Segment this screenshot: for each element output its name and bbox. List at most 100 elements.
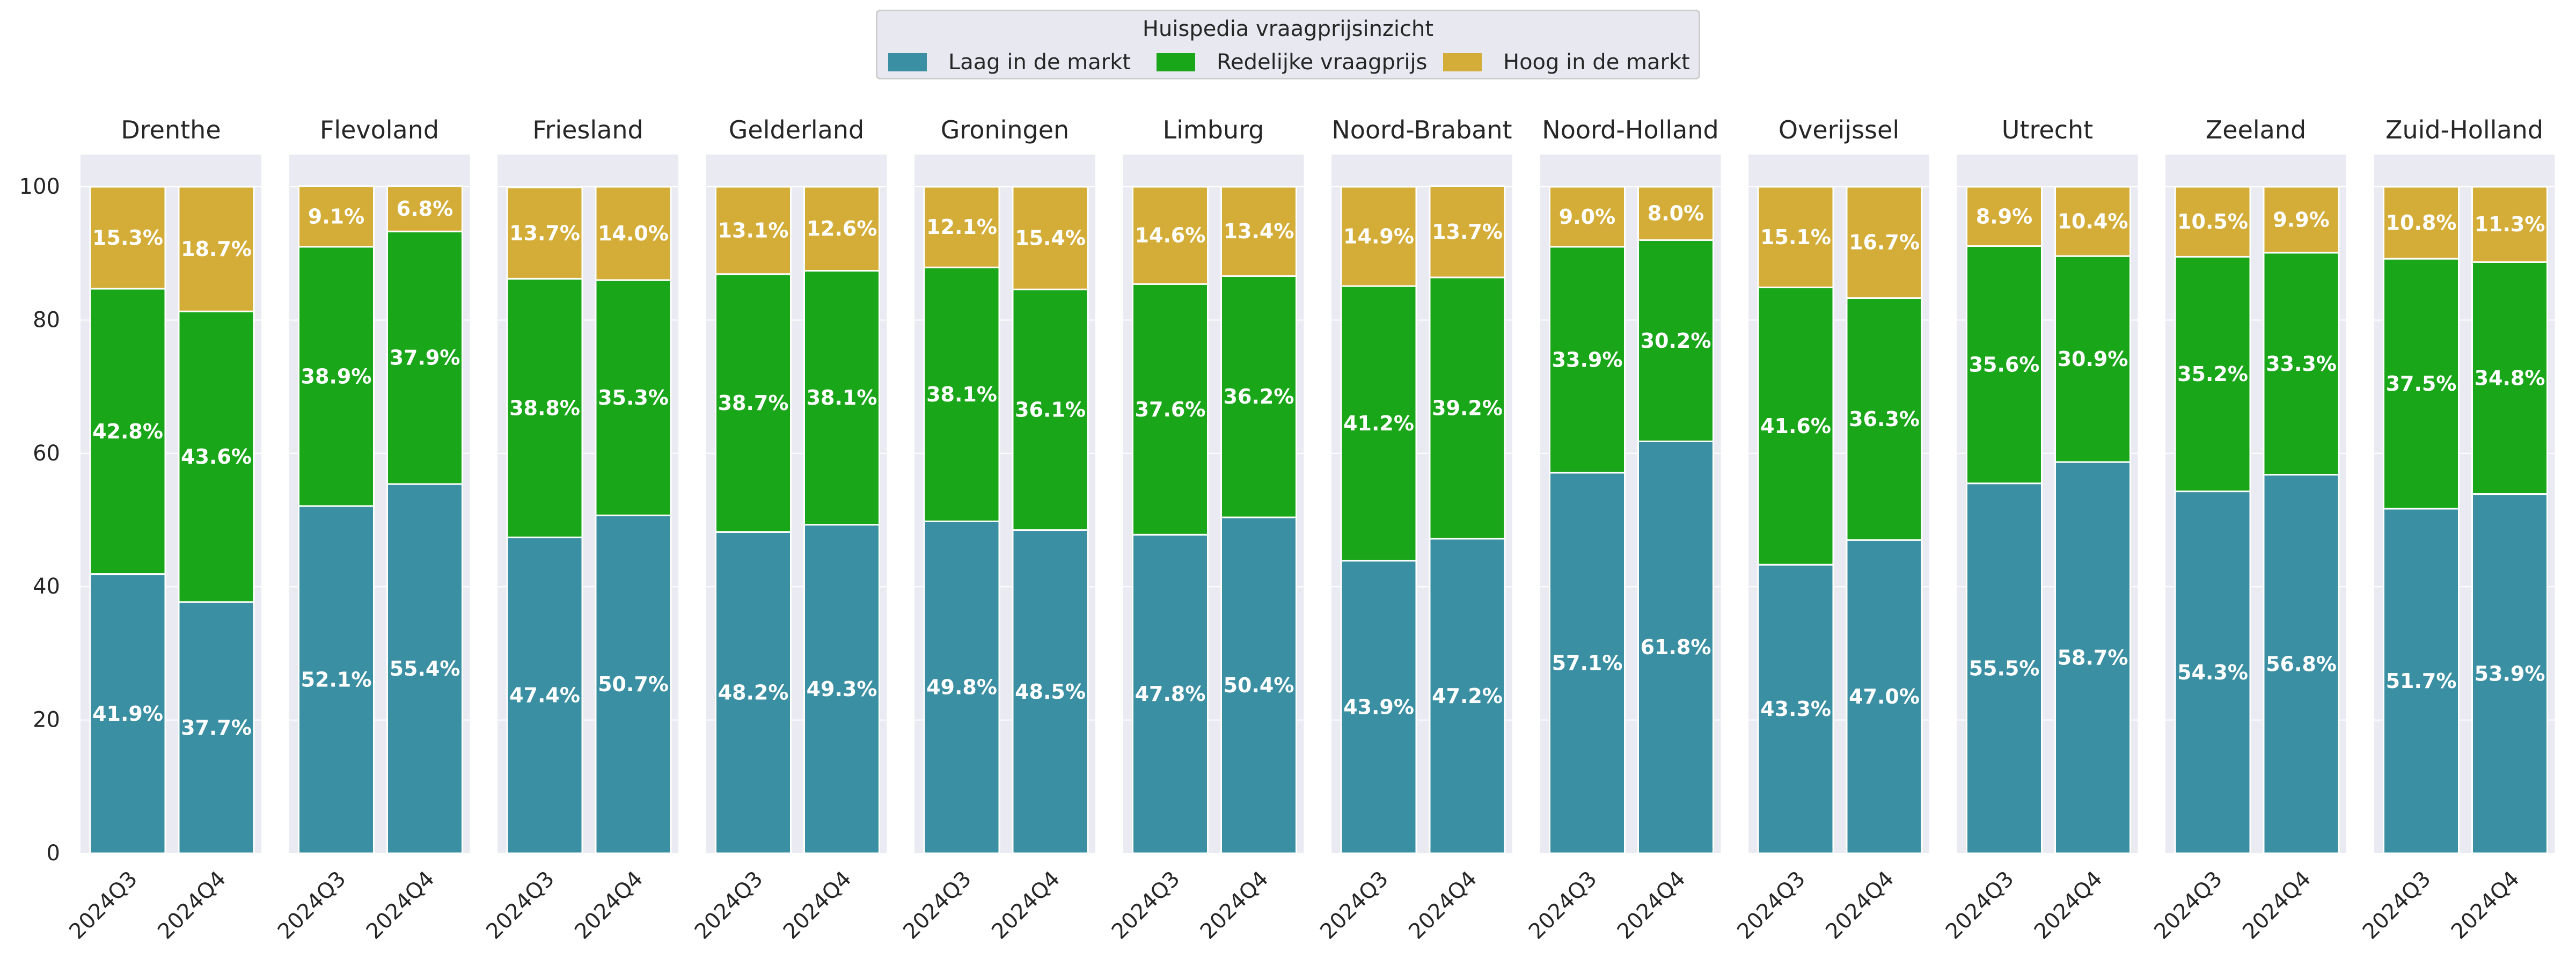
bar-segment	[2263, 252, 2340, 476]
bar-segment	[1846, 297, 1923, 541]
data-label: 54.3%	[2177, 661, 2248, 684]
legend-item-laag: Laag in de markt	[888, 49, 1131, 76]
panel-title-utrecht: Utrecht	[2002, 115, 2093, 144]
data-label: 38.7%	[718, 391, 789, 415]
data-label: 41.2%	[1343, 412, 1414, 435]
bar-segment	[386, 483, 463, 854]
bar-segment	[1429, 538, 1506, 854]
panel-title-groningen: Groningen	[941, 115, 1069, 144]
data-label: 42.8%	[92, 420, 163, 443]
data-label: 8.9%	[1976, 204, 2032, 228]
bar-segment	[715, 273, 792, 533]
data-label: 47.0%	[1849, 685, 1920, 708]
bar-segment	[1757, 287, 1834, 566]
bar-segment	[1966, 186, 2043, 247]
data-label: 11.3%	[2475, 213, 2545, 236]
data-label: 52.1%	[301, 668, 372, 691]
y-tick-label: 60	[33, 441, 60, 466]
bar-segment	[386, 185, 463, 232]
data-label: 37.6%	[1135, 398, 1206, 421]
bar-segment	[2383, 186, 2460, 260]
legend-label-laag: Laag in de markt	[948, 50, 1131, 75]
bar-segment	[1012, 186, 1089, 290]
data-label: 16.7%	[1849, 231, 1920, 254]
x-tick-label: 2024Q4	[570, 867, 648, 945]
panel-title-zuid-holland: Zuid-Holland	[2385, 115, 2543, 144]
bar-segment	[923, 520, 1000, 854]
data-label: 15.1%	[1760, 225, 1831, 249]
data-label: 36.3%	[1849, 407, 1920, 431]
data-label: 48.2%	[718, 681, 789, 705]
bar-segment	[2054, 255, 2131, 463]
y-tick-label: 40	[33, 574, 60, 599]
data-label: 13.1%	[718, 218, 789, 242]
bar-segment	[298, 185, 375, 248]
y-tick-label: 0	[47, 841, 60, 866]
legend-item-hoog: Hoog in de markt	[1443, 49, 1690, 76]
bar-segment	[1757, 186, 1834, 289]
data-label: 9.0%	[1559, 205, 1615, 229]
legend: Huispedia vraagprijsinzicht Laag in de m…	[876, 10, 1700, 79]
panel-title-zeeland: Zeeland	[2206, 115, 2306, 144]
bar-segment	[178, 601, 255, 854]
bar-segment	[1966, 245, 2043, 485]
data-label: 47.8%	[1135, 682, 1206, 706]
legend-swatch-laag	[888, 53, 927, 71]
panel-title-friesland: Friesland	[532, 115, 643, 144]
bar-segment	[803, 186, 880, 272]
data-label: 30.9%	[2058, 347, 2128, 371]
bar-segment	[2054, 186, 2131, 257]
data-label: 30.2%	[1641, 329, 1711, 353]
data-label: 53.9%	[2475, 662, 2545, 685]
data-label: 10.4%	[2058, 210, 2128, 233]
data-label: 36.2%	[1224, 385, 1294, 408]
bar-segment	[298, 246, 375, 507]
data-label: 13.7%	[1432, 220, 1503, 244]
bar-segment	[923, 266, 1000, 522]
data-label: 33.3%	[2266, 352, 2337, 376]
data-label: 56.8%	[2266, 652, 2337, 676]
bar-segment	[89, 186, 166, 290]
data-label: 12.6%	[807, 217, 877, 240]
bar-segment	[2471, 493, 2548, 854]
legend-label-hoog: Hoog in de markt	[1503, 50, 1690, 75]
data-label: 43.6%	[181, 445, 252, 469]
bar-segment	[1220, 516, 1297, 854]
bar-segment	[506, 186, 583, 280]
legend-swatch-hoog	[1443, 53, 1482, 71]
bar-segment	[1429, 276, 1506, 540]
bar-segment	[715, 531, 792, 854]
bar-segment	[1846, 539, 1923, 854]
bar-segment	[595, 186, 672, 281]
data-label: 48.5%	[1015, 680, 1086, 704]
data-label: 15.3%	[92, 226, 163, 250]
data-label: 14.9%	[1343, 225, 1414, 248]
panel-title-noord-brabant: Noord-Brabant	[1331, 115, 1512, 144]
data-label: 15.4%	[1015, 226, 1086, 250]
data-label: 51.7%	[2386, 669, 2457, 693]
panel-title-flevoland: Flevoland	[320, 115, 439, 144]
bar-segment	[89, 288, 166, 575]
y-tick-label: 20	[33, 708, 60, 733]
legend-item-redelijk: Redelijke vraagprijs	[1157, 49, 1427, 76]
x-tick-label: 2024Q3	[64, 867, 142, 945]
data-label: 55.5%	[1969, 656, 2040, 680]
x-tick-label: 2024Q3	[1107, 867, 1185, 945]
x-tick-label: 2024Q3	[1941, 867, 2019, 945]
data-label: 47.2%	[1432, 684, 1503, 708]
data-label: 43.9%	[1343, 695, 1414, 719]
bar-segment	[1637, 440, 1714, 854]
data-label: 36.1%	[1015, 398, 1086, 421]
bar-segment	[1340, 560, 1417, 854]
x-tick-label: 2024Q4	[1613, 867, 1690, 945]
bar-segment	[2174, 186, 2251, 258]
bar-segment	[923, 186, 1000, 268]
x-tick-label: 2024Q3	[1315, 867, 1393, 945]
data-label: 50.7%	[598, 672, 669, 696]
data-label: 33.9%	[1552, 348, 1623, 371]
bar-segment	[1637, 186, 1714, 241]
data-label: 55.4%	[390, 657, 460, 680]
data-label: 6.8%	[397, 197, 453, 221]
data-label: 37.5%	[2386, 372, 2457, 396]
